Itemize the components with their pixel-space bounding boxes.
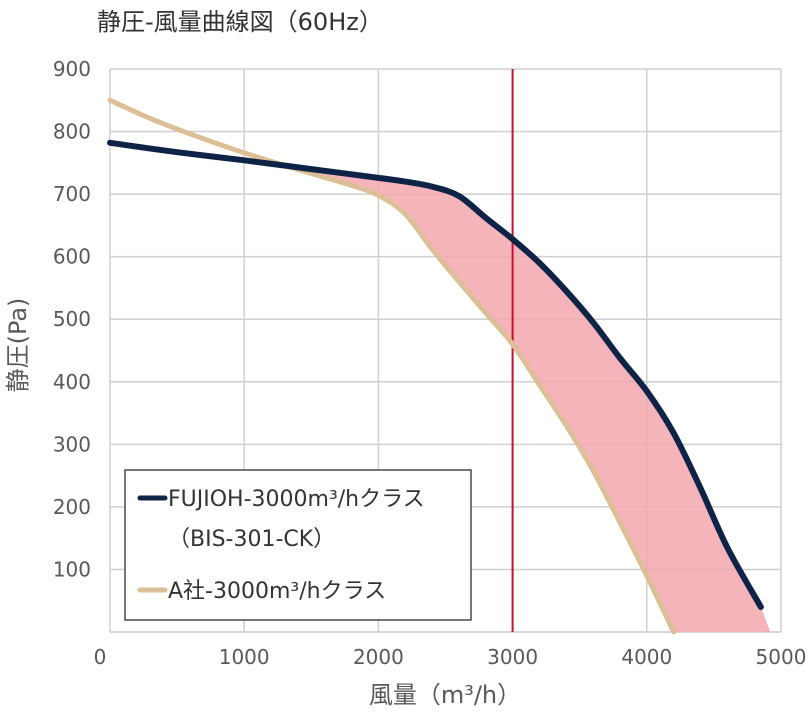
- legend-label-fujioh: FUJIOH-3000m³/hクラス: [168, 487, 425, 512]
- x-tick-label: 2000: [353, 645, 404, 669]
- y-tick-label: 200: [53, 495, 91, 519]
- x-tick-label: 0: [94, 645, 107, 669]
- y-tick-label: 900: [53, 57, 91, 81]
- y-tick-label: 600: [53, 245, 91, 269]
- x-tick-label: 1000: [219, 645, 270, 669]
- y-axis-label: 静圧(Pa): [4, 298, 32, 393]
- fill-between-area: [306, 168, 771, 632]
- y-tick-label: 100: [53, 557, 91, 581]
- y-tick-label: 400: [53, 370, 91, 394]
- legend-label-a-company: A社-3000m³/hクラス: [168, 579, 386, 604]
- y-tick-label: 700: [53, 182, 91, 206]
- y-axis-ticks: 100 200 300 400 500 600 700 800 900: [53, 57, 91, 581]
- legend: FUJIOH-3000m³/hクラス （BIS-301-CK） A社-3000m…: [124, 469, 472, 621]
- x-axis-ticks: 0 1000 2000 3000 4000 5000: [94, 645, 807, 669]
- legend-box: [124, 469, 472, 621]
- legend-label-fujioh-model: （BIS-301-CK）: [168, 527, 335, 552]
- y-tick-label: 800: [53, 120, 91, 144]
- series-layer: [107, 97, 764, 635]
- chart-title: 静圧-風量曲線図（60Hz）: [97, 8, 383, 36]
- x-tick-label: 4000: [621, 645, 672, 669]
- y-tick-label: 300: [53, 432, 91, 456]
- x-axis-label: 風量（m³/h）: [369, 681, 521, 709]
- x-tick-label: 5000: [756, 645, 807, 669]
- series-line-a-company: [107, 97, 677, 635]
- x-tick-label: 3000: [487, 645, 538, 669]
- series-line-fujioh: [107, 139, 764, 610]
- y-tick-label: 500: [53, 307, 91, 331]
